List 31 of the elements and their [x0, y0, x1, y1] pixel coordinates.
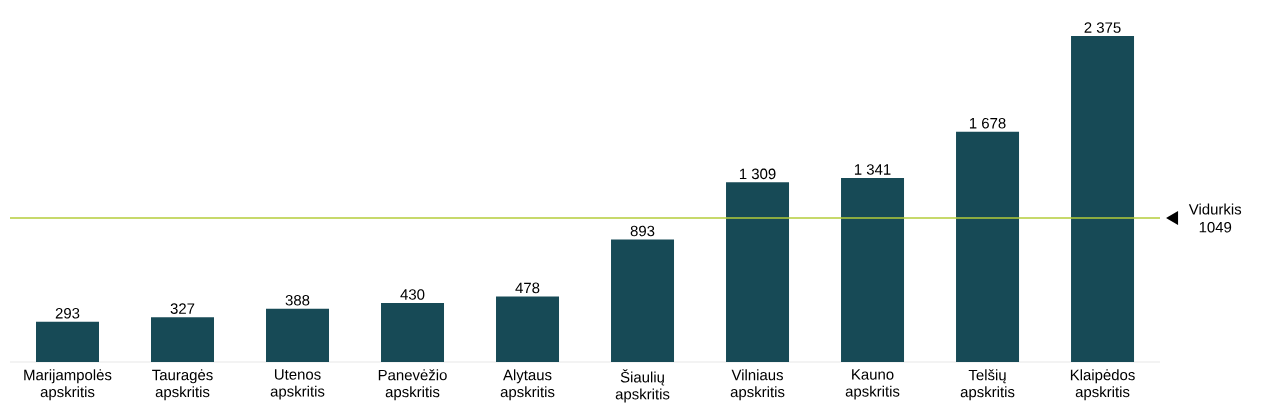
data-label: 1 341 — [854, 164, 891, 175]
x-tick-label: Marijampolės apskritis — [24, 369, 112, 401]
data-label: 893 — [630, 225, 655, 237]
x-tick-label: Kauno apskritis — [845, 369, 900, 400]
bar — [381, 302, 445, 362]
bar — [1071, 36, 1135, 362]
data-label: 388 — [285, 294, 310, 306]
x-tick-label: Telšių apskritis — [960, 369, 1015, 401]
bar — [151, 317, 214, 362]
data-label: 327 — [170, 303, 195, 314]
x-tick-label: Klaipėdos apskritis — [1070, 369, 1135, 401]
x-tick-label: Alytaus apskritis — [500, 369, 555, 401]
data-label: 1 678 — [969, 117, 1006, 129]
x-tick-label: Utenos apskritis — [270, 369, 325, 400]
bar — [956, 131, 1020, 362]
data-label: 293 — [55, 308, 80, 319]
bar — [841, 177, 905, 362]
data-label: 430 — [400, 289, 425, 300]
x-tick-label: Šiaulių apskritis — [615, 369, 670, 403]
x-tick-label: Panevėžio apskritis — [378, 369, 447, 401]
x-tick-label: Tauragės apskritis — [152, 369, 213, 401]
bar — [611, 239, 675, 362]
ref-line-label: Vidurkis 1049 — [1188, 203, 1242, 233]
bar — [266, 308, 330, 362]
data-label: 1 309 — [739, 168, 776, 180]
bar — [36, 321, 99, 362]
bar — [496, 296, 560, 362]
data-label: 478 — [515, 282, 540, 294]
bar — [726, 182, 790, 362]
data-label: 2 375 — [1084, 22, 1121, 33]
x-tick-label: Vilniaus apskritis — [730, 369, 785, 401]
